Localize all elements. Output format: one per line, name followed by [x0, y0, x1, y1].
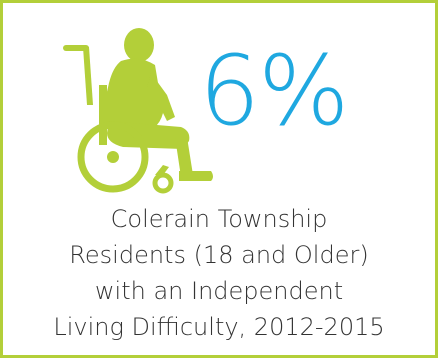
caption-line: Living Difficulty, 2012-2015 [53, 313, 385, 341]
percentage-stat: 6% [199, 35, 349, 147]
caption-line: with an Independent [94, 277, 344, 305]
caption-text: Colerain Township Residents (18 and Olde… [9, 201, 429, 345]
caption-line: Residents (18 and Older) [69, 241, 369, 269]
wheelchair-user-icon [63, 28, 213, 194]
caption-line: Colerain Township [110, 205, 328, 233]
